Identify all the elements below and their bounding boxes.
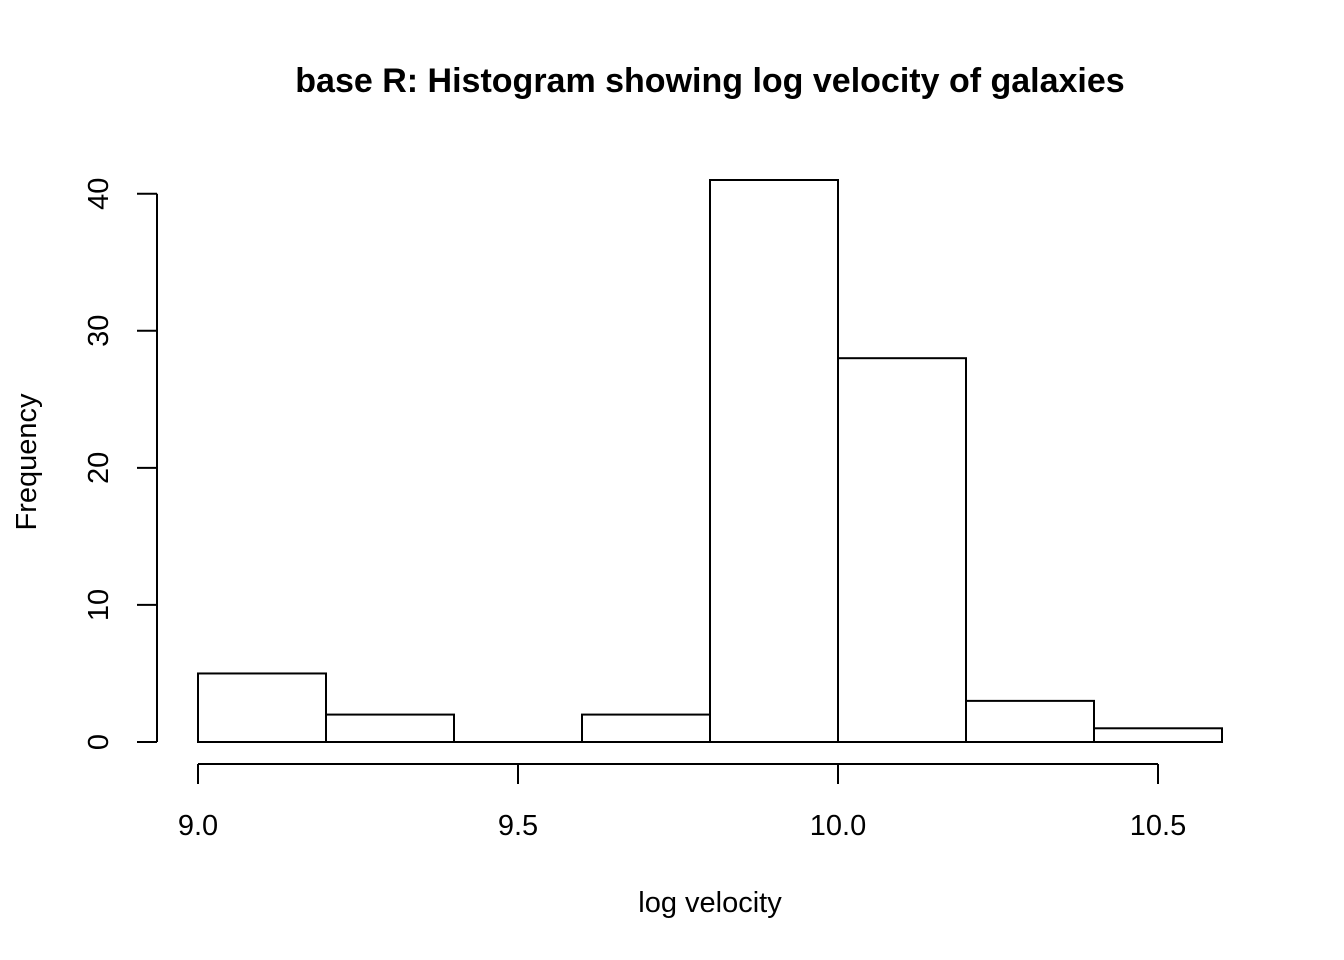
bars-group	[197, 179, 1223, 744]
x-axis-label: log velocity	[638, 887, 782, 919]
histogram-bar-6	[837, 357, 967, 743]
histogram-bar-4	[581, 713, 711, 744]
chart-title: base R: Histogram showing log velocity o…	[295, 62, 1124, 100]
x-axis: 9.0 9.5 10.0 10.5	[178, 763, 1186, 842]
y-tick-label: 20	[83, 452, 115, 484]
histogram-bar-2	[325, 713, 455, 744]
y-axis-label: Frequency	[11, 393, 43, 531]
histogram-bar-8	[1093, 727, 1223, 743]
histogram-bar-1	[197, 672, 327, 744]
y-axis: 0 10 20 30 40	[83, 178, 158, 750]
histogram-bar-7	[965, 699, 1095, 744]
x-tick-label: 10.0	[810, 810, 866, 842]
y-tick-label: 0	[83, 734, 115, 750]
y-tick-label: 30	[83, 315, 115, 347]
x-tick-label: 10.5	[1130, 810, 1186, 842]
histogram-bar-5	[709, 179, 839, 743]
y-tick-label: 40	[83, 178, 115, 210]
x-tick-label: 9.5	[498, 810, 538, 842]
y-tick-label: 10	[83, 589, 115, 621]
x-tick-label: 9.0	[178, 810, 218, 842]
